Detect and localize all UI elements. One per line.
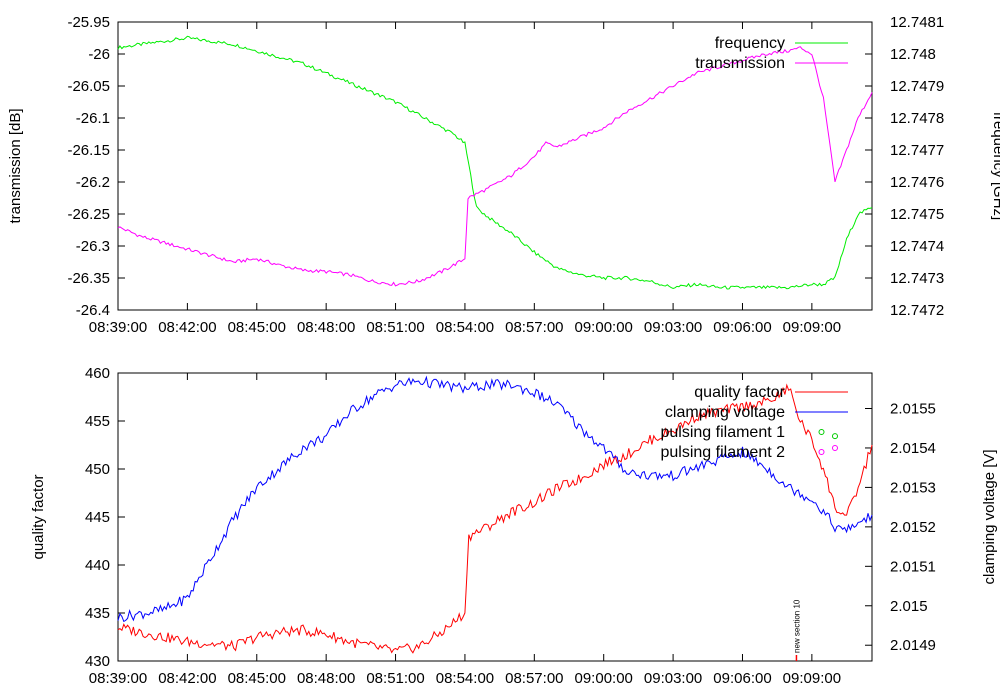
legend-label: clamping voltage	[665, 404, 785, 421]
x-tick-label: 09:00:00	[575, 319, 633, 336]
x-tick-label: 09:03:00	[644, 319, 702, 336]
legend-label: pulsing filament 2	[660, 444, 785, 461]
y2-tick-label: 12.748	[890, 46, 936, 63]
x-tick-label: 09:06:00	[713, 670, 771, 687]
bottom-y-ticks: 460 455 450 445 440 435 430	[85, 365, 125, 670]
y2-tick-label: 12.7472	[890, 302, 944, 319]
y-tick-label: -26.4	[76, 302, 110, 319]
top-x-ticks: 08:39:00 08:42:00 08:45:00 08:48:00 08:51:00…	[89, 22, 841, 336]
x-tick-label: 08:39:00	[89, 319, 147, 336]
y-tick-label: -26.2	[76, 174, 110, 191]
legend-marker	[818, 449, 825, 455]
x-tick-label: 08:54:00	[436, 670, 494, 687]
y-tick-label: -26.05	[67, 78, 110, 95]
top-y2-axis-label: frequency [GHz]	[990, 112, 1000, 220]
y2-tick-label: 12.7473	[890, 270, 944, 287]
x-tick-label: 08:45:00	[228, 670, 286, 687]
y-tick-label: -26.1	[76, 110, 110, 127]
top-plot-frame	[117, 21, 873, 311]
bottom-chart-panel: 08:39:00 08:42:00 08:45:00 08:48:00 08:51:00…	[30, 365, 998, 687]
x-tick-label: 08:51:00	[366, 670, 424, 687]
x-tick-label: 09:06:00	[713, 319, 771, 336]
x-tick-label: 08:45:00	[228, 319, 286, 336]
x-tick-label: 08:57:00	[505, 670, 563, 687]
series-point-pulsing-filament-2	[831, 444, 838, 451]
annotation-label: new section 10	[792, 599, 801, 653]
x-tick-label: 08:48:00	[297, 670, 355, 687]
x-tick-label: 08:42:00	[158, 670, 216, 687]
y-tick-label: -26.35	[67, 270, 110, 287]
series-point-pulsing-filament-1	[831, 433, 838, 440]
series-line-transmission	[117, 46, 873, 287]
y-tick-label: -26.3	[76, 238, 110, 255]
y2-tick-label: 12.7479	[890, 78, 944, 95]
y2-tick-label: 12.7474	[890, 238, 944, 255]
series-line-frequency	[117, 35, 873, 290]
y-tick-label: -26.15	[67, 142, 110, 159]
top-chart-panel: 08:39:00 08:42:00 08:45:00 08:48:00 08:51:00…	[7, 14, 1000, 336]
x-tick-label: 08:48:00	[297, 319, 355, 336]
x-tick-label: 08:39:00	[89, 670, 147, 687]
y-tick-label: 440	[85, 557, 110, 574]
x-tick-label: 09:00:00	[575, 670, 633, 687]
top-legend: frequency transmission	[695, 35, 848, 72]
top-series-group	[117, 35, 873, 290]
bottom-annotations: new section 10	[792, 599, 801, 661]
bottom-legend: quality factor clamping voltage pulsing fi…	[660, 384, 848, 461]
x-tick-label: 08:42:00	[158, 319, 216, 336]
x-tick-label: 08:57:00	[505, 319, 563, 336]
y2-tick-label: 12.7476	[890, 174, 944, 191]
legend-label: quality factor	[694, 384, 785, 401]
y-tick-label: 455	[85, 413, 110, 430]
bottom-y2-axis-label: clamping voltage [V]	[981, 449, 998, 584]
legend-marker	[818, 429, 825, 435]
top-y-ticks: -25.95 -26 -26.05 -26.1 -26.15 -26.2 -26.25 -26…	[67, 14, 125, 319]
bottom-y2-ticks: 2.0155 2.0154 2.0153 2.0152 2.0151 2.015 2.014…	[865, 401, 936, 654]
y-tick-label: -26.25	[67, 206, 110, 223]
y2-tick-label: 2.0149	[890, 637, 936, 654]
legend-label: pulsing filament 1	[660, 424, 785, 441]
y2-tick-label: 12.7481	[890, 14, 944, 31]
legend-label: frequency	[715, 35, 785, 52]
y2-tick-label: 2.0154	[890, 440, 936, 457]
y-tick-label: 445	[85, 509, 110, 526]
y2-tick-label: 2.0153	[890, 479, 936, 496]
bottom-y-axis-label: quality factor	[30, 474, 47, 559]
x-tick-label: 09:09:00	[783, 670, 841, 687]
y2-tick-label: 12.7477	[890, 142, 944, 159]
y2-tick-label: 2.0155	[890, 401, 936, 418]
x-tick-label: 09:03:00	[644, 670, 702, 687]
series-line-quality-factor	[117, 383, 873, 654]
series-line-clamping-voltage	[117, 375, 873, 623]
legend-label: transmission	[695, 55, 785, 72]
bottom-x-ticks: 08:39:00 08:42:00 08:45:00 08:48:00 08:51:00…	[89, 373, 841, 687]
y-tick-label: 430	[85, 653, 110, 670]
y-tick-label: 450	[85, 461, 110, 478]
y2-tick-label: 2.0152	[890, 519, 936, 536]
top-y2-ticks: 12.7481 12.748 12.7479 12.7478 12.7477 12.747…	[865, 14, 944, 319]
y-tick-label: -26	[88, 46, 110, 63]
y-tick-label: 460	[85, 365, 110, 382]
y2-tick-label: 2.015	[890, 598, 928, 615]
bottom-series-group	[117, 375, 873, 654]
x-tick-label: 08:54:00	[436, 319, 494, 336]
y-tick-label: 435	[85, 605, 110, 622]
y2-tick-label: 12.7475	[890, 206, 944, 223]
y2-tick-label: 12.7478	[890, 110, 944, 127]
x-tick-label: 09:09:00	[783, 319, 841, 336]
y-tick-label: -25.95	[67, 14, 110, 31]
x-tick-label: 08:51:00	[366, 319, 424, 336]
top-y-axis-label: transmission [dB]	[7, 108, 24, 223]
y2-tick-label: 2.0151	[890, 558, 936, 575]
